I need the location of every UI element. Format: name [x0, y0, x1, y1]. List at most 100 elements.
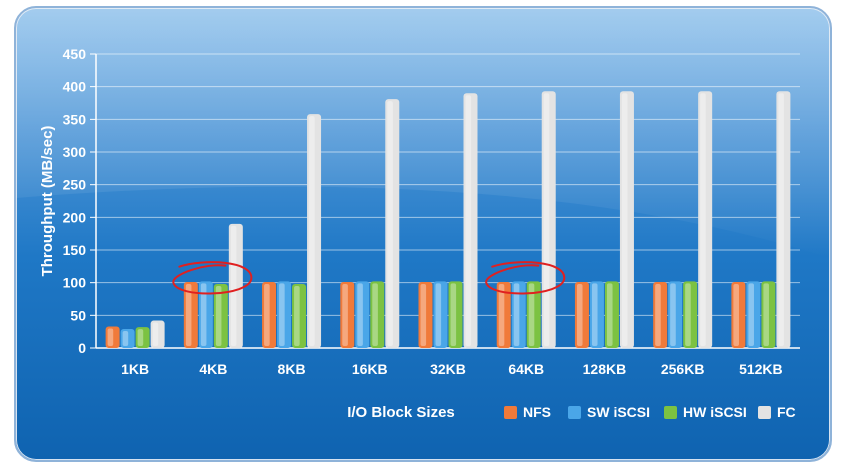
bar-highlight: [498, 284, 505, 346]
bar-highlight: [152, 322, 159, 346]
y-tick-label: 300: [63, 144, 87, 160]
bar-fc-8kb: [307, 114, 322, 349]
bar-sw-iscsi-8kb: [277, 281, 292, 348]
x-tick-label: 128KB: [583, 361, 627, 377]
bar-highlight: [778, 93, 784, 347]
tick-labels: 0 50 100 150 200 250 300 350 400 450 1KB 4KB 8KB 16KB…: [63, 46, 783, 377]
y-tick-label: 150: [63, 242, 87, 258]
bar-highlight: [621, 93, 628, 347]
legend-swatch: [504, 406, 517, 419]
bars: [105, 91, 791, 349]
bar-highlight: [670, 283, 676, 346]
bar-highlight: [450, 283, 457, 346]
bar-highlight: [465, 95, 472, 346]
bar-hw-iscsi-512kb: [761, 281, 776, 348]
bar-nfs-256kb: [653, 282, 668, 348]
bar-hw-iscsi-8kb: [292, 283, 307, 348]
legend-label: NFS: [523, 404, 551, 420]
bar-highlight: [137, 329, 144, 346]
bar-sw-iscsi-1kb: [120, 329, 135, 348]
y-tick-label: 50: [70, 307, 86, 323]
bar-highlight: [591, 283, 598, 346]
bar-sw-iscsi-512kb: [746, 281, 761, 348]
annotation-circle: [172, 261, 253, 295]
bar-fc-64kb: [541, 91, 556, 349]
bar-nfs-512kb: [731, 282, 746, 348]
bar-highlight: [387, 101, 393, 346]
y-tick-label: 0: [78, 340, 86, 356]
bar-highlight: [279, 283, 285, 346]
bar-hw-iscsi-1kb: [135, 327, 150, 348]
bar-fc-4kb: [228, 223, 243, 348]
bar-sw-iscsi-64kb: [511, 281, 526, 348]
bar-highlight: [122, 331, 129, 346]
bar-fc-16kb: [385, 99, 400, 348]
bar-highlight: [309, 116, 315, 347]
bar-hw-iscsi-128kb: [604, 281, 619, 348]
bar-nfs-32kb: [418, 282, 433, 348]
bar-highlight: [543, 93, 550, 347]
bar-highlight: [230, 225, 237, 346]
x-tick-label: 32KB: [430, 361, 466, 377]
bar-nfs-1kb: [105, 326, 120, 348]
chart-frame: 0 50 100 150 200 250 300 350 400 450 1KB 4KB 8KB 16KB…: [14, 6, 832, 462]
bar-fc-512kb: [776, 91, 791, 349]
bar-fc-32kb: [463, 93, 478, 348]
bar-highlight: [700, 93, 706, 347]
throughput-bar-chart: 0 50 100 150 200 250 300 350 400 450 1KB 4KB 8KB 16KB…: [16, 8, 830, 421]
bar-fc-128kb: [619, 91, 634, 349]
y-tick-label: 100: [63, 275, 87, 291]
legend-swatch: [758, 406, 771, 419]
bar-highlight: [357, 283, 363, 346]
bar-highlight: [528, 283, 535, 346]
bar-nfs-128kb: [574, 282, 589, 348]
legend-label: SW iSCSI: [587, 404, 650, 420]
x-tick-label: 4KB: [199, 361, 227, 377]
bar-highlight: [576, 284, 583, 346]
bar-hw-iscsi-16kb: [370, 281, 385, 348]
bar-highlight: [215, 285, 222, 346]
annotation-circle: [485, 261, 566, 295]
x-tick-label: 256KB: [661, 361, 705, 377]
bar-highlight: [685, 283, 691, 346]
legend: NFS SW iSCSI HW iSCSI FC: [504, 404, 796, 420]
bar-fc-1kb: [150, 320, 165, 348]
y-tick-label: 400: [63, 79, 87, 95]
y-tick-label: 350: [63, 111, 87, 127]
y-tick-label: 250: [63, 177, 87, 193]
x-axis-title: I/O Block Sizes: [347, 404, 455, 421]
legend-label: HW iSCSI: [683, 404, 747, 420]
bar-hw-iscsi-256kb: [683, 281, 698, 348]
bar-highlight: [342, 284, 348, 346]
x-tick-label: 1KB: [121, 361, 149, 377]
bar-highlight: [372, 283, 378, 346]
legend-label: FC: [777, 404, 796, 420]
bar-nfs-16kb: [340, 282, 355, 348]
bar-nfs-4kb: [183, 282, 198, 348]
y-axis-title: Throughput (MB/sec): [39, 126, 56, 277]
bar-highlight: [606, 283, 613, 346]
bar-nfs-8kb: [262, 282, 277, 348]
bar-sw-iscsi-32kb: [433, 281, 448, 348]
bar-highlight: [748, 283, 754, 346]
legend-swatch: [664, 406, 677, 419]
bar-highlight: [513, 283, 520, 346]
bar-highlight: [107, 328, 114, 346]
bar-sw-iscsi-16kb: [355, 281, 370, 348]
bar-highlight: [763, 283, 769, 346]
bar-highlight: [264, 284, 270, 346]
legend-swatch: [568, 406, 581, 419]
y-tick-label: 450: [63, 46, 87, 62]
bar-nfs-64kb: [496, 282, 511, 348]
bar-highlight: [294, 285, 300, 346]
x-tick-label: 512KB: [739, 361, 783, 377]
bar-sw-iscsi-256kb: [668, 281, 683, 348]
y-tick-label: 200: [63, 209, 87, 225]
bar-highlight: [200, 283, 207, 346]
bar-highlight: [420, 284, 427, 346]
bar-sw-iscsi-4kb: [198, 281, 213, 348]
annotations: [172, 261, 566, 295]
bar-hw-iscsi-4kb: [213, 283, 228, 348]
bar-highlight: [733, 284, 739, 346]
bar-fc-256kb: [698, 91, 713, 349]
